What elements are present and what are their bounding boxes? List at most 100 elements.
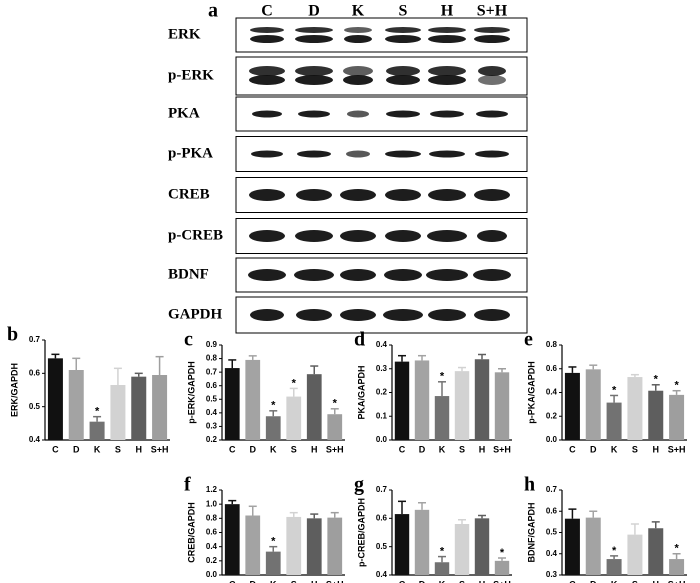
y-tick-label: 0.2: [206, 556, 218, 565]
bar: [47, 358, 63, 440]
y-axis-label: CREB/GAPDH: [186, 502, 196, 563]
bar: [564, 518, 580, 575]
blot-band: [251, 150, 283, 158]
blot-band: [249, 189, 285, 201]
blot-band: [385, 150, 421, 158]
blot-band: [476, 110, 508, 118]
bar: [585, 517, 601, 575]
bar: [394, 361, 410, 440]
significance-marker: *: [333, 398, 338, 410]
x-tick-label: K: [611, 579, 618, 583]
x-tick-label: S+H: [668, 444, 686, 454]
blot-row-label: BDNF: [168, 266, 209, 282]
bar: [110, 385, 126, 440]
bar: [224, 504, 240, 575]
x-tick-label: C: [229, 579, 236, 583]
x-tick-label: S+H: [493, 579, 511, 583]
blot-band: [296, 189, 332, 201]
x-tick-label: H: [479, 444, 486, 454]
blot-band: [343, 66, 373, 76]
bar: [68, 370, 84, 440]
bar: [265, 416, 281, 440]
blot-band: [249, 75, 285, 85]
x-tick-label: S+H: [326, 579, 344, 583]
x-tick-label: K: [611, 444, 618, 454]
bar: [454, 371, 470, 440]
bar: [669, 559, 685, 575]
lane-label: C: [261, 3, 273, 20]
blot-band: [477, 230, 507, 242]
y-tick-label: 0.7: [376, 485, 388, 494]
bar: [627, 534, 643, 575]
blot-band: [344, 27, 372, 33]
panel-letter: g: [354, 474, 364, 496]
blot-band: [428, 35, 466, 43]
x-tick-label: H: [311, 579, 318, 583]
blot-band: [340, 189, 376, 201]
bar: [648, 390, 664, 440]
y-tick-label: 0.4: [546, 388, 558, 397]
y-axis-label: PKA/GAPDH: [356, 365, 366, 419]
x-tick-label: S: [632, 444, 638, 454]
y-tick-label: 0.5: [29, 402, 41, 411]
blot-band: [428, 27, 466, 33]
blot-band: [340, 309, 376, 321]
significance-marker: *: [612, 384, 617, 396]
y-tick-label: 0.6: [29, 368, 41, 377]
blot-band: [385, 189, 421, 201]
blot-band: [294, 269, 334, 281]
blot-row-label: ERK: [168, 26, 201, 42]
bar: [414, 360, 430, 440]
x-tick-label: S: [632, 579, 638, 583]
y-tick-label: 0.6: [206, 528, 218, 537]
blot-band: [426, 269, 468, 281]
significance-marker: *: [654, 374, 659, 386]
significance-marker: *: [271, 400, 276, 412]
blot-frame: [235, 296, 528, 334]
y-tick-label: 0.9: [206, 340, 218, 349]
x-tick-label: S: [115, 444, 121, 454]
blot-band: [386, 66, 420, 76]
bar: [286, 516, 302, 575]
y-tick-label: 0.0: [376, 435, 388, 444]
x-tick-label: D: [419, 444, 426, 454]
blot-band: [427, 230, 467, 242]
bar: [286, 396, 302, 440]
blot-band: [249, 66, 285, 76]
blot-frame: [235, 218, 528, 254]
blot-band: [429, 150, 465, 158]
x-tick-label: C: [229, 444, 236, 454]
y-tick-label: 0.3: [546, 570, 558, 579]
y-tick-label: 0.2: [376, 388, 388, 397]
significance-marker: *: [440, 371, 445, 383]
blot-band: [428, 75, 466, 85]
blot-band: [428, 189, 466, 201]
blot-band: [384, 269, 422, 281]
x-tick-label: S+H: [151, 444, 169, 454]
x-tick-label: C: [569, 444, 576, 454]
blot-row-label: p-ERK: [168, 67, 214, 83]
significance-marker: *: [500, 547, 505, 559]
blot-frame: [235, 56, 528, 96]
blot-band: [428, 309, 466, 321]
y-axis-label: p-ERK/GAPDH: [186, 361, 196, 424]
bar: [474, 518, 490, 575]
bar: [265, 551, 281, 575]
bar: [394, 514, 410, 575]
panel-letter: f: [184, 474, 191, 496]
x-tick-label: K: [439, 579, 446, 583]
y-tick-label: 0.5: [546, 528, 558, 537]
x-tick-label: D: [250, 444, 257, 454]
significance-marker: *: [95, 406, 100, 418]
blot-band: [340, 230, 376, 242]
blot-band: [295, 75, 333, 85]
x-tick-label: K: [94, 444, 101, 454]
bar: [474, 359, 490, 440]
blot-band: [343, 75, 373, 85]
significance-marker: *: [440, 545, 445, 557]
blot-row-label: p-PKA: [168, 145, 213, 161]
y-tick-label: 0.5: [376, 542, 388, 551]
x-tick-label: K: [439, 444, 446, 454]
y-axis-label: ERK/GAPDH: [9, 363, 19, 417]
